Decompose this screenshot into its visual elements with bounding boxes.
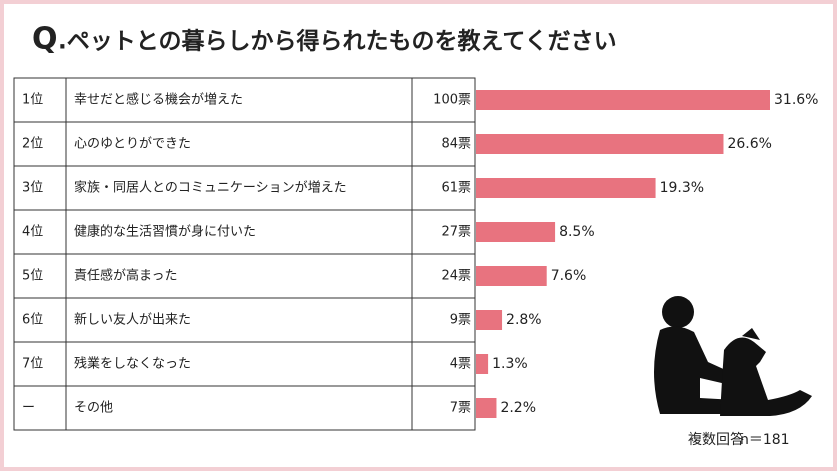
rank: ー — [22, 401, 35, 416]
rank: 4位 — [22, 225, 43, 240]
rank: 5位 — [22, 269, 43, 284]
bar — [476, 178, 656, 198]
votes: 7票 — [450, 401, 471, 416]
votes: 100票 — [433, 93, 471, 108]
rank: 7位 — [22, 357, 43, 372]
rank: 6位 — [22, 313, 43, 328]
value-label: 2.2% — [500, 400, 536, 416]
bar — [476, 354, 489, 374]
category: 心のゆとりができた — [74, 137, 191, 152]
pet-silhouette — [654, 296, 812, 416]
chart-title: .ペットとの暮らしから得られたものを教えてください — [58, 28, 617, 55]
votes: 61票 — [441, 181, 471, 196]
title-q: Q — [32, 22, 58, 57]
bar — [476, 310, 503, 330]
category: 家族・同居人とのコミュニケーションが増えた — [74, 180, 347, 196]
value-label: 2.8% — [506, 312, 542, 328]
rank: 3位 — [22, 181, 43, 196]
bar — [476, 222, 556, 242]
category: 健康的な生活習慣が身に付いた — [74, 224, 256, 240]
category: 責任感が高まった — [74, 268, 177, 284]
note: 複数回答 — [688, 431, 744, 448]
votes: 84票 — [441, 137, 471, 152]
bar — [476, 90, 770, 110]
sample-size: n＝181 — [740, 432, 790, 448]
value-label: 8.5% — [559, 224, 595, 240]
value-label: 26.6% — [727, 136, 771, 152]
bar — [476, 266, 547, 286]
category: その他 — [74, 401, 113, 416]
votes: 27票 — [441, 225, 471, 240]
votes: 9票 — [450, 313, 471, 328]
rank: 2位 — [22, 137, 43, 152]
value-label: 7.6% — [551, 268, 587, 284]
votes: 24票 — [441, 269, 471, 284]
bar — [476, 398, 497, 418]
category: 残業をしなくなった — [74, 356, 191, 372]
votes: 4票 — [450, 357, 471, 372]
value-label: 19.3% — [660, 180, 704, 196]
value-label: 31.6% — [774, 92, 818, 108]
bar — [476, 134, 724, 154]
value-label: 1.3% — [492, 356, 528, 372]
category: 新しい友人が出来た — [74, 312, 191, 328]
category: 幸せだと感じる機会が増えた — [74, 92, 243, 108]
rank: 1位 — [22, 93, 43, 108]
